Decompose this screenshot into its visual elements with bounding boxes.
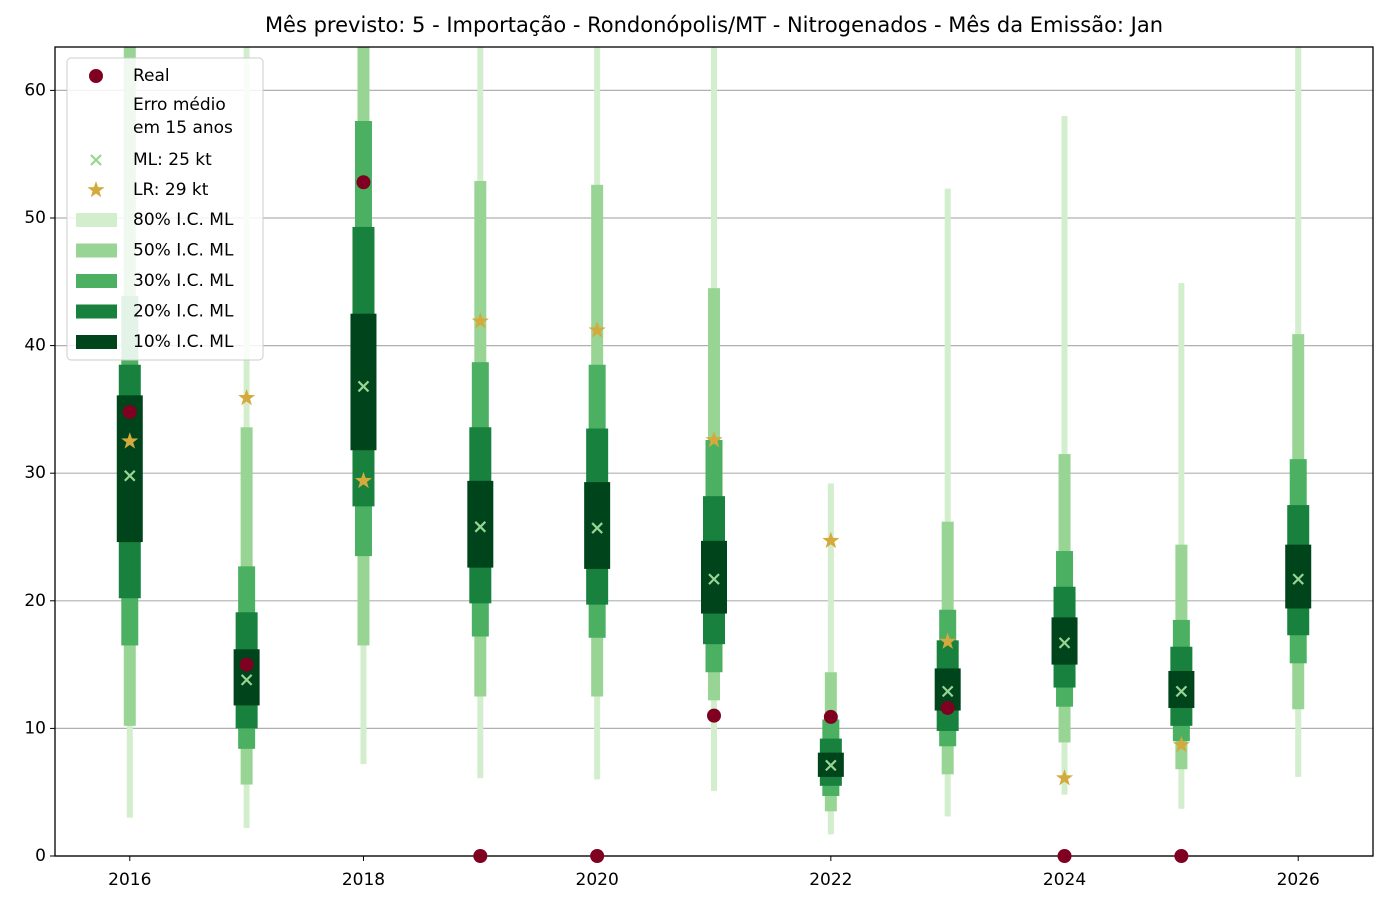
legend-label: 50% I.C. ML (133, 241, 234, 261)
legend-label: 30% I.C. ML (133, 271, 234, 291)
legend-note: em 15 anos (133, 118, 233, 138)
ml-point (124, 469, 136, 482)
real-point (1174, 849, 1189, 863)
lr-point (1056, 769, 1074, 786)
lr-point (471, 312, 489, 329)
lr-point (822, 531, 840, 549)
y-tick-label: 40 (24, 336, 46, 356)
real-point (1057, 849, 1072, 863)
real-point (823, 709, 838, 724)
interval-bar (584, 482, 611, 569)
ml-point (591, 522, 603, 534)
x-tick-label: 2022 (809, 870, 852, 890)
legend-patch (76, 335, 117, 349)
x-tick-label: 2024 (1043, 870, 1086, 890)
x-tick-label: 2026 (1277, 870, 1320, 890)
real-point (590, 849, 605, 863)
x-tick-label: 2016 (108, 870, 151, 890)
lr-point (588, 321, 606, 338)
x-tick-label: 2020 (576, 870, 619, 890)
ml-point (708, 573, 720, 585)
legend-marker (87, 181, 105, 198)
lr-point (1172, 736, 1190, 753)
ml-point (474, 521, 487, 533)
real-point (473, 849, 488, 863)
legend-label: Real (133, 66, 170, 86)
real-point (239, 657, 254, 672)
y-tick-label: 60 (24, 80, 46, 100)
interval-bar (116, 395, 143, 543)
x-tick-label: 2018 (342, 870, 385, 890)
ml-point (240, 674, 253, 686)
legend-label: ML: 25 kt (133, 150, 212, 170)
ml-point (357, 380, 370, 393)
y-tick-label: 20 (24, 591, 46, 611)
legend-patch (76, 213, 117, 227)
legend-patch (76, 304, 117, 319)
real-point (940, 700, 955, 715)
legend-marker (89, 69, 103, 83)
interval-bar (1285, 544, 1312, 609)
axes-frame (54, 46, 1374, 857)
interval-bar (1168, 670, 1195, 708)
ml-point (825, 759, 837, 772)
real-point (356, 175, 371, 190)
legend-patch (76, 243, 117, 258)
y-tick-label: 50 (24, 208, 46, 228)
interval-bar (827, 483, 834, 835)
interval-bar (467, 480, 494, 568)
y-tick-label: 10 (24, 718, 46, 738)
y-tick-label: 30 (24, 463, 46, 483)
interval-bar (350, 313, 377, 451)
legend-marker (90, 154, 102, 166)
chart-title: Mês previsto: 5 - Importação - Rondonópo… (265, 13, 1163, 37)
legend-label: 10% I.C. ML (133, 332, 234, 352)
lr-point (121, 432, 139, 449)
legend-note: Erro médio (133, 95, 226, 115)
ml-point (1058, 637, 1071, 649)
interval-bar (701, 540, 727, 614)
ml-point (1175, 685, 1188, 698)
lr-point (705, 431, 723, 448)
legend-label: 80% I.C. ML (133, 210, 234, 230)
lr-point (939, 632, 957, 649)
lr-point (238, 388, 256, 406)
interval-bar (1051, 617, 1078, 665)
ml-point (941, 685, 954, 698)
real-point (122, 404, 137, 419)
ml-point (1292, 573, 1304, 585)
legend-patch (76, 274, 117, 288)
lr-point (354, 471, 372, 489)
y-tick-label: 0 (35, 846, 46, 866)
real-point (707, 708, 721, 723)
interval-bar (944, 188, 951, 817)
legend-label: 20% I.C. ML (133, 302, 234, 322)
legend-label: LR: 29 kt (133, 180, 209, 200)
